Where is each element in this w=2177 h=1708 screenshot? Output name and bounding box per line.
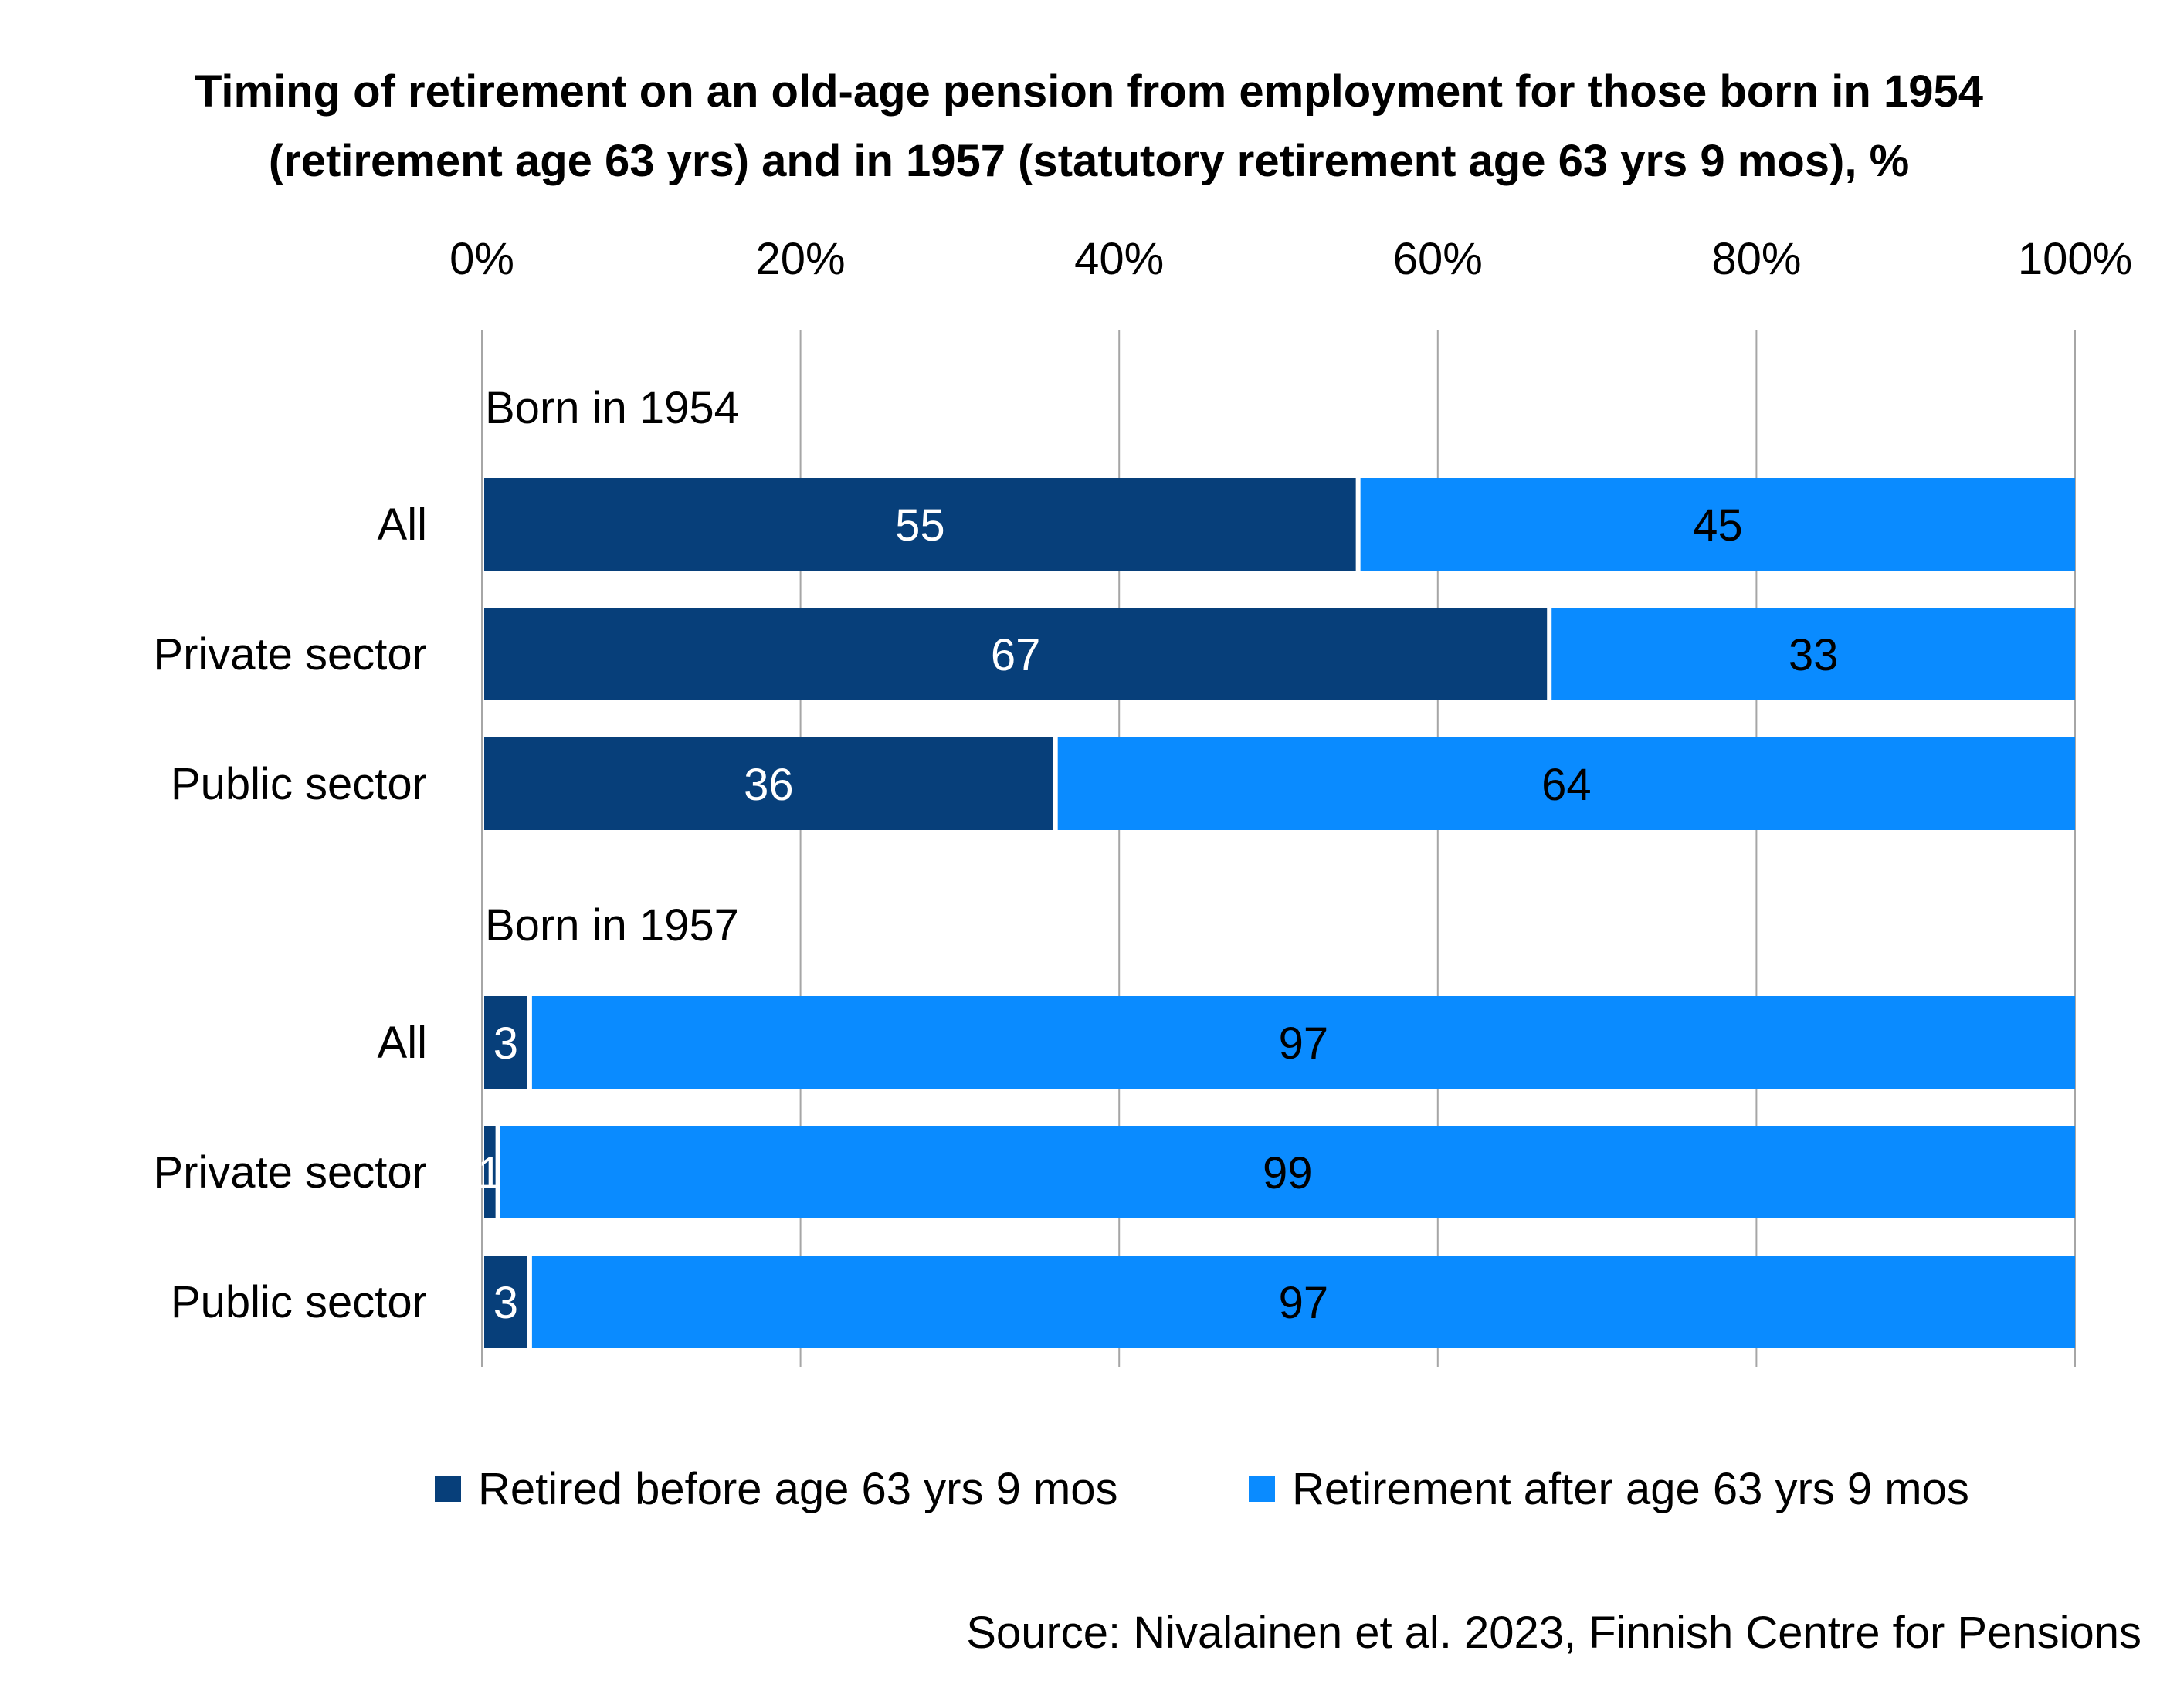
legend-swatch xyxy=(1249,1476,1275,1502)
data-label: 55 xyxy=(895,500,945,551)
x-axis-tick-labels: 0% 20% 40% 60% 80% 100% xyxy=(449,234,2132,284)
x-tick-label: 60% xyxy=(1393,234,1483,284)
data-label: 99 xyxy=(1263,1148,1313,1198)
x-tick-label: 80% xyxy=(1711,234,1801,284)
data-label: 1 xyxy=(477,1148,502,1198)
bar-segment xyxy=(1360,478,2075,571)
bar-segment xyxy=(531,1256,2075,1348)
chart-title-line-1: Timing of retirement on an old-age pensi… xyxy=(195,66,1983,117)
bar-segment xyxy=(500,1126,2075,1218)
data-label: 97 xyxy=(1279,1278,1329,1328)
legend: Retired before age 63 yrs 9 mos Retiremen… xyxy=(435,1464,1969,1514)
bars xyxy=(484,478,2075,1348)
group-labels: Born in 1954 Born in 1957 xyxy=(485,383,739,951)
chart-title-line-2: (retirement age 63 yrs) and in 1957 (sta… xyxy=(269,136,1909,186)
bar-segment xyxy=(531,996,2075,1089)
category-label: Private sector xyxy=(153,1147,427,1198)
data-label: 97 xyxy=(1279,1018,1329,1069)
bar-segment xyxy=(484,1126,496,1218)
bar-segment xyxy=(1551,608,2075,700)
data-label: 3 xyxy=(493,1018,518,1069)
data-label: 3 xyxy=(493,1278,518,1328)
category-label: All xyxy=(378,500,427,550)
x-tick-label: 40% xyxy=(1074,234,1164,284)
legend-label: Retirement after age 63 yrs 9 mos xyxy=(1292,1464,1969,1514)
bar-segment xyxy=(484,608,1548,700)
data-label: 33 xyxy=(1789,630,1839,680)
x-tick-label: 20% xyxy=(756,234,846,284)
chart-title: Timing of retirement on an old-age pensi… xyxy=(195,66,1983,186)
category-label: Public sector xyxy=(171,759,427,809)
category-label: All xyxy=(378,1018,427,1068)
x-tick-label: 100% xyxy=(2018,234,2132,284)
bar-segment xyxy=(484,996,527,1089)
data-label: 45 xyxy=(1693,500,1743,551)
source-note: Source: Nivalainen et al. 2023, Finnish … xyxy=(966,1608,2141,1658)
bar-segment xyxy=(484,737,1053,830)
legend-label: Retired before age 63 yrs 9 mos xyxy=(478,1464,1118,1514)
bar-segment xyxy=(484,478,1356,571)
bar-segment xyxy=(484,1256,527,1348)
legend-swatch xyxy=(435,1476,461,1502)
x-tick-label: 0% xyxy=(449,234,514,284)
data-label: 36 xyxy=(744,760,794,810)
category-label: Public sector xyxy=(171,1277,427,1327)
category-labels: All Private sector Public sector All Private… xyxy=(153,500,427,1327)
category-label: Private sector xyxy=(153,629,427,679)
group-label: Born in 1957 xyxy=(485,900,739,951)
data-label: 67 xyxy=(991,630,1041,680)
data-label: 64 xyxy=(1541,760,1592,810)
data-labels: 55 45 67 33 36 64 3 97 1 99 3 97 xyxy=(477,500,1838,1328)
bar-segment xyxy=(1057,737,2075,830)
group-label: Born in 1954 xyxy=(485,383,739,433)
